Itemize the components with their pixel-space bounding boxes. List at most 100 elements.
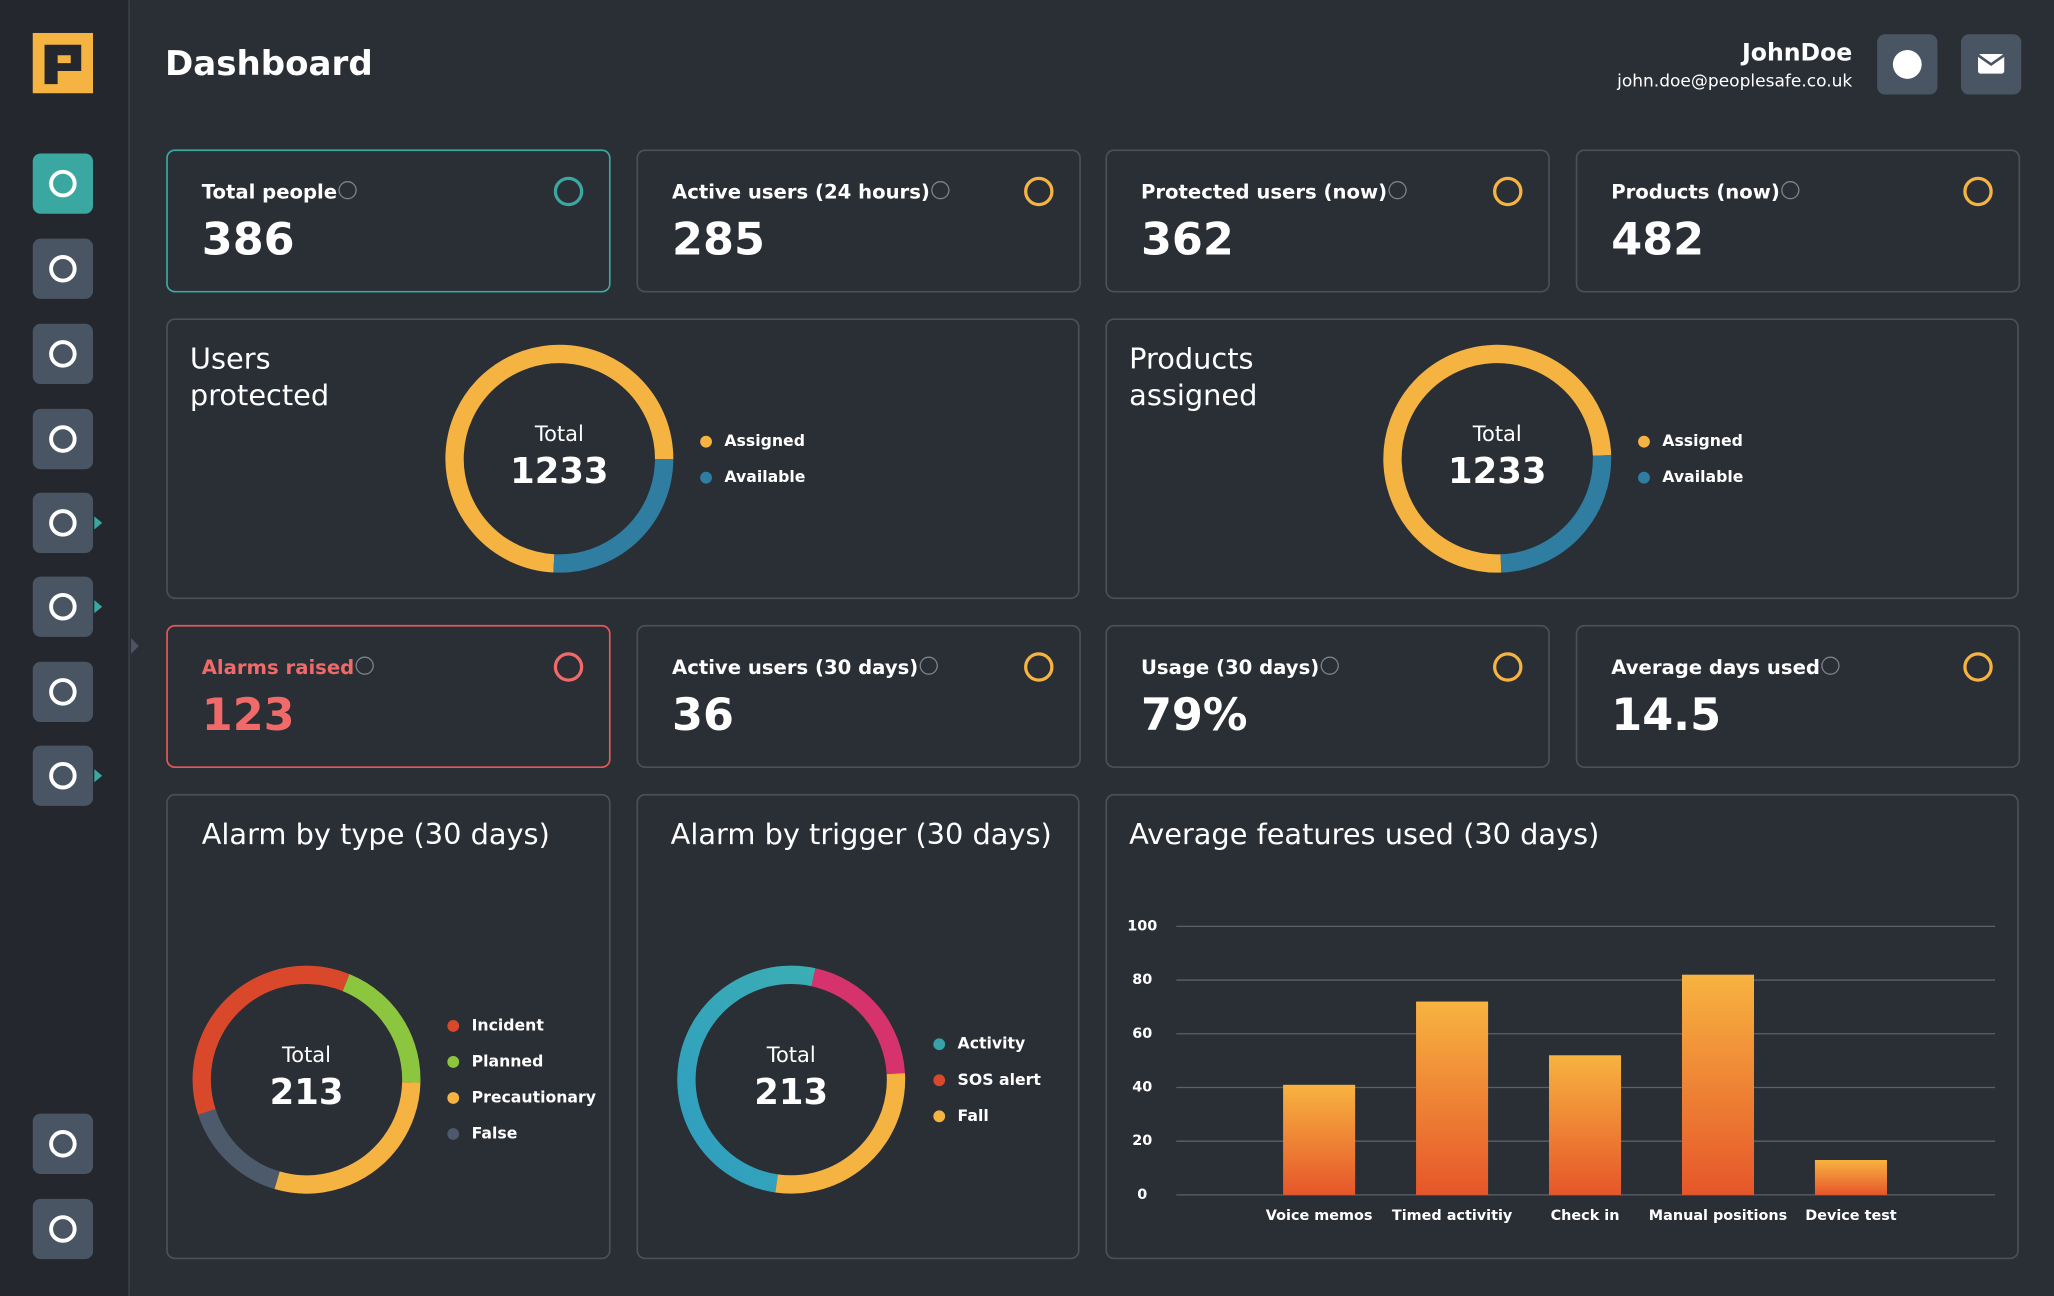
card [1105, 149, 1550, 293]
stat-value: 14.5 [1611, 689, 1721, 741]
legend-label: Precautionary [472, 1087, 596, 1106]
info-icon [931, 181, 950, 200]
nav-button[interactable] [32, 323, 94, 385]
donut-segment [677, 965, 906, 1194]
stat-label: Average days used [1611, 656, 1820, 679]
stat-label: Active users (24 hours) [672, 180, 930, 203]
bar [1549, 1055, 1622, 1195]
stat-icon [1493, 652, 1523, 682]
nav-button[interactable] [32, 576, 94, 637]
stat-value: 285 [672, 214, 765, 266]
y-tick-label: 80 [1132, 972, 1152, 988]
donut-total: 213 [754, 1072, 828, 1113]
stat-icon [1024, 652, 1054, 682]
bar [1283, 1084, 1356, 1195]
nav-expand [94, 769, 103, 783]
nav-icon [49, 678, 77, 706]
card [166, 318, 1080, 600]
x-tick-label: Timed activitiy [1392, 1208, 1513, 1224]
nav-icon [49, 169, 77, 198]
card [166, 149, 611, 293]
donut-segment [192, 965, 421, 1194]
legend-dot [933, 1074, 946, 1087]
donut-center-label: Total [766, 1043, 816, 1067]
chart-title: Average features used (30 days) [1129, 817, 1599, 851]
nav-button[interactable] [32, 661, 94, 723]
nav-icon [49, 509, 77, 537]
stat-icon [1963, 176, 1993, 207]
user-name: JohnDoe [1740, 38, 1852, 66]
collapse-arrow[interactable] [130, 638, 139, 654]
card-title: Alarm by trigger (30 days) [671, 817, 1052, 851]
legend-label: Incident [472, 1015, 545, 1034]
card [1105, 624, 1550, 769]
nav-icon [49, 761, 77, 790]
logo-mark [44, 44, 82, 85]
y-tick-label: 0 [1137, 1187, 1147, 1203]
donut-total: 213 [270, 1072, 344, 1113]
nav-icon [49, 1215, 77, 1243]
user-email: john.doe@peoplesafe.co.uk [1616, 71, 1852, 91]
legend-dot [1638, 471, 1650, 484]
stat-label: Alarms raised [202, 656, 355, 679]
nav-button[interactable] [32, 1198, 94, 1260]
stat-value: 123 [202, 689, 295, 741]
stat-icon [1024, 176, 1054, 207]
legend-dot [1638, 435, 1650, 448]
legend-label: Available [724, 467, 805, 486]
stat-label: Products (now) [1611, 180, 1780, 203]
stat-icon [553, 652, 584, 682]
card [166, 624, 611, 769]
nav-button[interactable] [32, 153, 94, 214]
nav-icon [49, 1130, 77, 1158]
donut-segment [445, 344, 674, 573]
legend-label: SOS alert [958, 1070, 1042, 1089]
x-tick-label: Voice memos [1266, 1208, 1373, 1224]
nav-icon [49, 425, 77, 453]
nav-button[interactable] [32, 492, 94, 554]
card [636, 149, 1081, 293]
nav-button[interactable] [32, 1113, 94, 1174]
nav-button[interactable] [32, 408, 94, 470]
nav-button[interactable] [32, 745, 94, 806]
stat-icon [1963, 652, 1993, 682]
info-icon [1388, 181, 1407, 200]
donut-center-label: Total [1472, 422, 1522, 446]
stat-value: 36 [672, 689, 734, 741]
y-tick-label: 100 [1127, 918, 1157, 934]
donut-center-label: Total [281, 1043, 331, 1067]
nav-icon [49, 255, 77, 283]
legend-label: Fall [958, 1106, 989, 1125]
x-tick-label: Manual positions [1649, 1208, 1787, 1224]
card [1575, 624, 2021, 769]
legend-dot [447, 1128, 460, 1140]
nav-icon [49, 592, 77, 621]
stat-value: 386 [202, 214, 295, 266]
legend-label: False [472, 1123, 518, 1142]
card-title: Alarm by type (30 days) [202, 817, 550, 851]
legend-dot [700, 471, 712, 484]
card-title: assigned [1129, 378, 1257, 412]
nav-expand [94, 600, 103, 614]
bar [1814, 1159, 1887, 1195]
legend-label: Assigned [724, 431, 805, 450]
nav-button[interactable] [32, 238, 94, 299]
card [636, 624, 1081, 769]
card [1105, 318, 2019, 600]
legend-dot [447, 1020, 460, 1032]
legend-dot [447, 1092, 460, 1104]
info-icon [1821, 656, 1840, 675]
card [1575, 149, 2021, 293]
legend-dot [933, 1110, 946, 1123]
donut-total: 1233 [1448, 451, 1546, 492]
profile-icon [1892, 50, 1922, 79]
legend-dot [700, 435, 712, 448]
card [636, 793, 1080, 1260]
legend-label: Planned [472, 1051, 544, 1070]
info-icon [919, 656, 938, 675]
donut-total: 1233 [510, 451, 608, 492]
mail-flap [1977, 54, 2005, 67]
card-title: protected [190, 378, 329, 412]
